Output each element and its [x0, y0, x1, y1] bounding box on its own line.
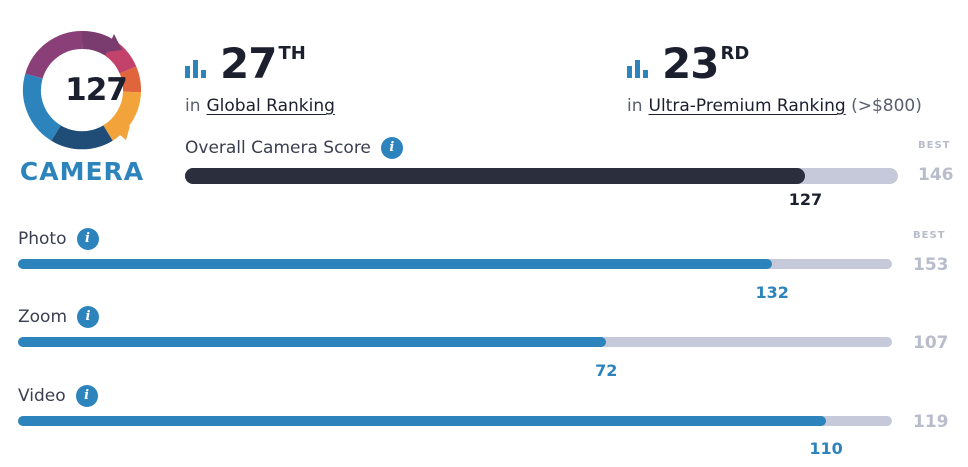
- global-rank-prefix: in: [185, 96, 201, 116]
- badge-ring-icon: [22, 31, 142, 150]
- overall-score-track: [185, 168, 898, 184]
- photo-score-track: [18, 259, 892, 269]
- info-icon[interactable]: i: [76, 228, 99, 250]
- ranking-bars-icon: [627, 60, 648, 78]
- segment-rank-number: 23: [662, 39, 719, 88]
- global-ranking-link[interactable]: Global Ranking: [206, 96, 335, 116]
- global-rank-number: 27: [220, 39, 277, 88]
- overall-best-caption: BEST: [918, 140, 951, 151]
- zoom-label: Zoom: [18, 307, 68, 327]
- zoom-best-value: 107: [913, 333, 949, 353]
- overall-score-value: 127: [788, 190, 823, 209]
- zoom-label-row: Zoom i: [18, 306, 100, 328]
- photo-label: Photo: [18, 229, 67, 249]
- zoom-score-track: [18, 337, 892, 347]
- segment-ranking: 23 RD in Ultra-Premium Ranking (>$800): [627, 40, 922, 116]
- zoom-score-value: 72: [595, 361, 618, 380]
- photo-best-caption: BEST: [913, 230, 946, 241]
- overall-score-label: Overall Camera Score: [185, 138, 371, 158]
- photo-score-fill: [18, 259, 773, 269]
- overall-best-value: 146: [918, 165, 954, 185]
- segment-rank-suffix: RD: [720, 43, 750, 64]
- global-rank-suffix: TH: [278, 43, 306, 64]
- photo-score-value: 132: [755, 283, 789, 302]
- video-label: Video: [18, 386, 66, 406]
- video-label-row: Video i: [18, 385, 98, 407]
- info-icon[interactable]: i: [380, 137, 403, 159]
- ultra-premium-ranking-link[interactable]: Ultra-Premium Ranking: [648, 96, 846, 116]
- badge-score: 127: [65, 72, 128, 108]
- photo-label-row: Photo i: [18, 228, 99, 250]
- video-score-value: 110: [809, 439, 843, 458]
- global-ranking: 27 TH in Global Ranking: [185, 40, 335, 116]
- segment-rank-prefix: in: [627, 96, 643, 116]
- segment-price-range: (>$800): [851, 96, 922, 116]
- info-icon[interactable]: i: [77, 306, 100, 328]
- overall-score-fill: [185, 168, 806, 184]
- zoom-score-fill: [18, 337, 607, 347]
- overall-score-label-row: Overall Camera Score i: [185, 137, 403, 159]
- video-best-value: 119: [913, 412, 949, 432]
- video-score-fill: [18, 416, 826, 426]
- photo-best-value: 153: [913, 255, 949, 275]
- info-icon[interactable]: i: [75, 385, 98, 407]
- badge-label: CAMERA: [19, 157, 145, 186]
- ranking-bars-icon: [185, 60, 206, 78]
- video-score-track: [18, 416, 892, 426]
